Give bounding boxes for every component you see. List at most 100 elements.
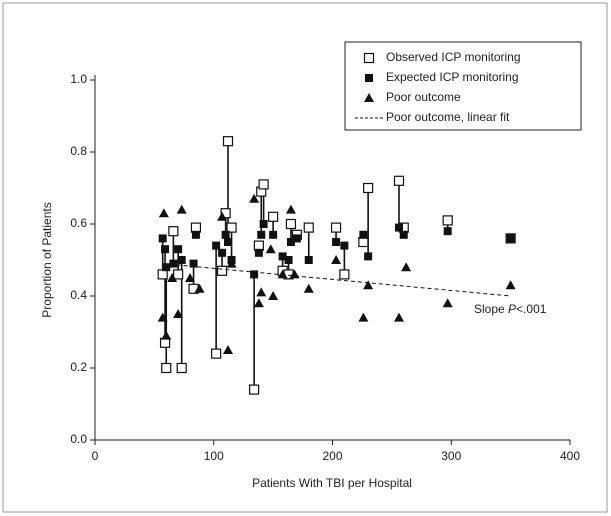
point: [303, 283, 314, 293]
x-tick-label: 200: [322, 449, 342, 463]
point: [330, 222, 342, 233]
x-tick-label: 400: [560, 449, 580, 463]
point: [162, 263, 171, 272]
x-tick-label: 0: [92, 449, 99, 463]
point: [221, 230, 230, 239]
point: [363, 182, 374, 194]
point: [257, 230, 266, 239]
legend-label: Observed ICP monitoring: [386, 50, 521, 64]
point: [161, 362, 172, 374]
point: [292, 234, 301, 243]
point: [224, 238, 232, 246]
point: [176, 204, 187, 214]
annotation-text: P: [508, 302, 516, 316]
point: [278, 252, 287, 261]
y-axis-label: Proportion of Patients: [40, 202, 54, 317]
point: [191, 230, 200, 239]
point: [286, 238, 295, 246]
point: [161, 245, 170, 254]
x-tick-label: 300: [441, 449, 461, 463]
point: [401, 262, 412, 272]
point: [393, 175, 405, 186]
point: [173, 269, 184, 280]
point: [442, 215, 453, 226]
point: [254, 248, 263, 257]
legend-marker: [364, 93, 374, 102]
point: [158, 208, 169, 218]
point: [216, 265, 228, 276]
annotation: Slope P<.001: [474, 302, 547, 316]
point: [359, 230, 368, 239]
point: [173, 309, 184, 318]
point: [161, 330, 172, 340]
legend-marker: [363, 52, 375, 64]
point: [304, 256, 313, 264]
point: [506, 234, 515, 243]
y-tick-label: 0.6: [70, 216, 87, 230]
point: [169, 259, 178, 268]
point: [194, 283, 205, 293]
point: [185, 273, 195, 282]
point: [277, 269, 288, 279]
point: [250, 270, 259, 279]
point: [399, 230, 408, 239]
point: [258, 179, 269, 190]
point: [177, 256, 186, 264]
point: [223, 345, 233, 354]
legend-marker: [365, 74, 373, 82]
point: [284, 256, 293, 264]
x-tick-label: 100: [204, 449, 224, 463]
point: [394, 312, 404, 322]
point: [505, 280, 516, 290]
point: [285, 204, 296, 214]
legend-box: [344, 41, 582, 131]
point: [159, 337, 171, 348]
point: [358, 312, 369, 322]
y-tick-label: 0.2: [70, 360, 87, 374]
point: [443, 227, 452, 236]
point: [220, 208, 231, 219]
point: [249, 193, 260, 203]
x-axis-label: Patients With TBI per Hospital: [252, 476, 412, 490]
point: [158, 234, 167, 243]
point: [190, 222, 202, 233]
point: [253, 240, 264, 251]
legend-label: Poor outcome, linear fit: [386, 110, 510, 124]
y-tick-label: 1.0: [70, 72, 87, 86]
point: [268, 211, 279, 222]
point: [157, 269, 168, 280]
point: [256, 287, 267, 297]
point: [253, 298, 264, 308]
y-tick-label: 0.0: [70, 432, 87, 446]
fit-line: [162, 263, 511, 297]
point: [285, 218, 297, 230]
point: [303, 222, 314, 233]
point: [331, 255, 342, 264]
point: [157, 312, 168, 322]
legend-label: Poor outcome: [386, 90, 461, 104]
point: [364, 252, 373, 261]
point: [339, 269, 350, 280]
point: [189, 259, 198, 268]
point: [226, 258, 237, 268]
point: [269, 230, 278, 239]
legend-label: Expected ICP monitoring: [386, 70, 519, 84]
point: [217, 211, 228, 221]
annotation-text: <.001: [516, 302, 547, 316]
point: [211, 348, 222, 359]
annotation-text: Slope: [474, 302, 508, 316]
point: [363, 280, 374, 290]
point: [218, 248, 227, 257]
y-tick-label: 0.8: [70, 144, 87, 158]
y-tick-label: 0.4: [70, 288, 87, 302]
point: [442, 298, 453, 308]
point: [167, 273, 178, 282]
point: [395, 223, 403, 232]
point: [265, 244, 276, 254]
point: [268, 291, 279, 300]
point: [222, 136, 234, 147]
point: [212, 241, 221, 250]
point: [249, 384, 260, 395]
